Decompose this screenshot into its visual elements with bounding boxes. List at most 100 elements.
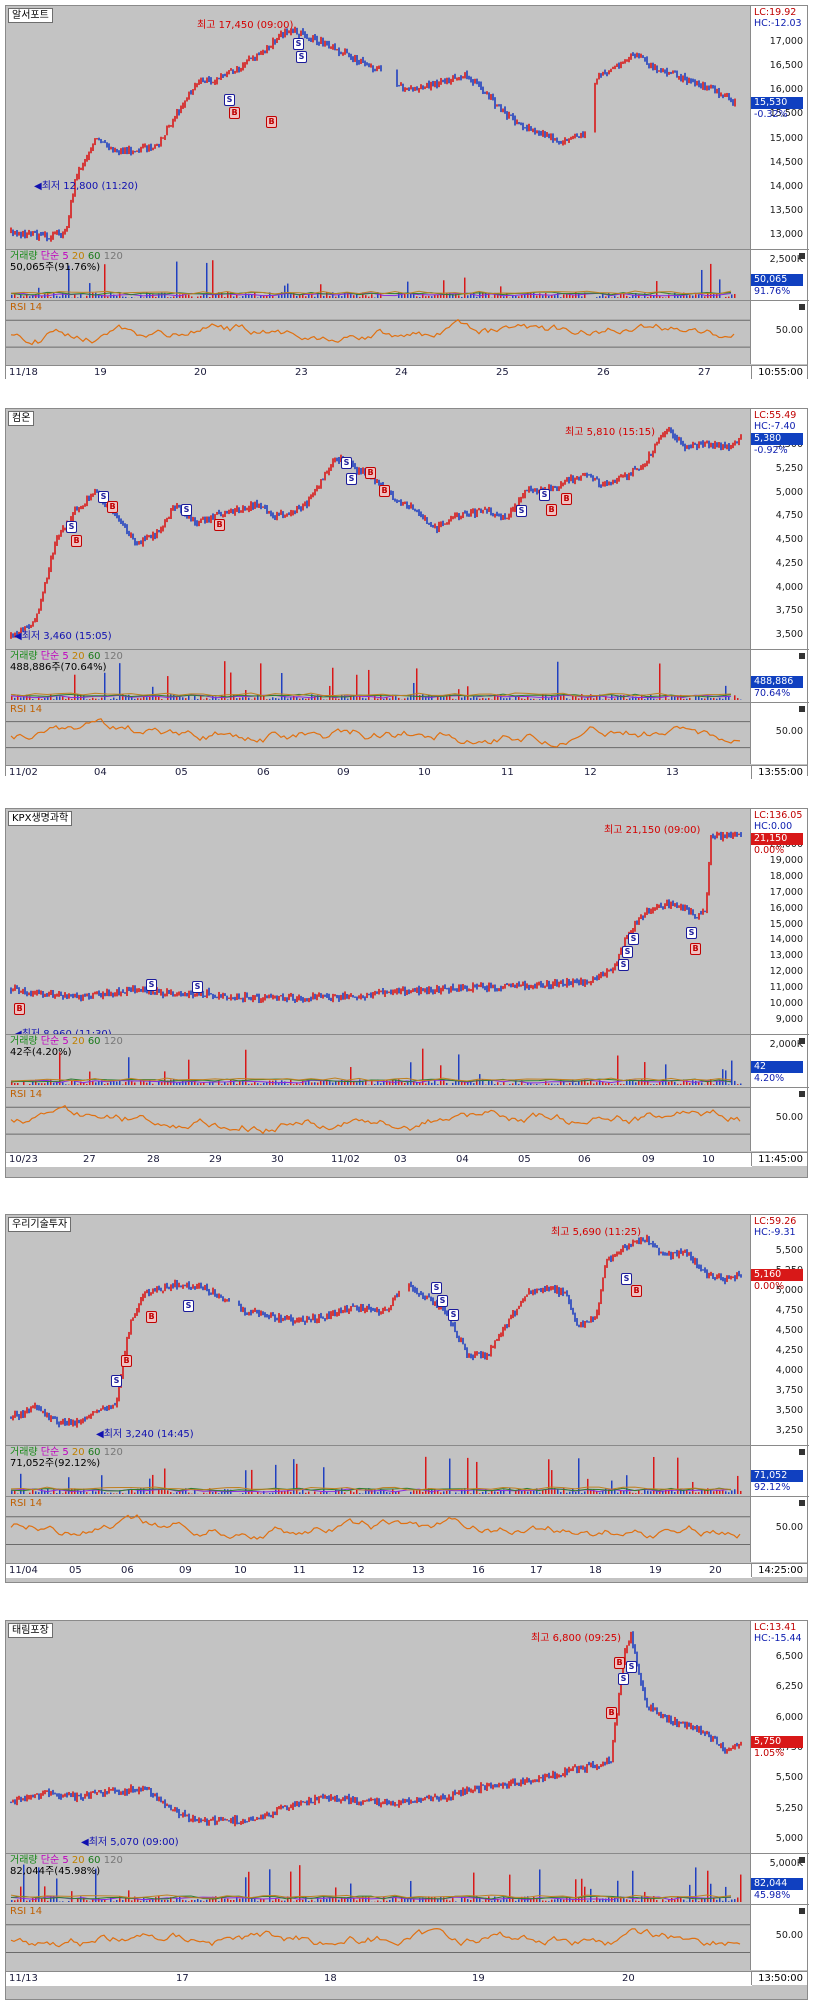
volume-bar [446,1082,448,1085]
volume-bar [188,1059,190,1085]
volume-bar [242,296,244,298]
pane-divider[interactable] [6,649,809,650]
rsi-axis[interactable]: 50.00 [750,1905,807,1970]
pane-maximize-icon[interactable] [799,1857,805,1863]
volume-bar [500,1900,502,1902]
volume-bar [317,1898,319,1902]
pane-maximize-icon[interactable] [799,1038,805,1044]
price-axis[interactable]: LC:136.05HC:0.0020,00019,00018,00017,000… [750,809,807,1034]
price-axis[interactable]: LC:55.49HC:-7.405,5005,2505,0004,7504,50… [750,409,807,649]
price-pane[interactable]: S B B S S S S S B 우리기술투자 최고 5,690 (11:25) ◀최저 3,240… [6,1215,752,1445]
volume-bar [89,699,91,700]
volume-bar [236,698,238,700]
volume-bar [311,1899,313,1902]
price-axis[interactable]: LC:19.92 HC:-12.03 17,000 16,500 16,000 15,50… [750,6,807,249]
pane-divider[interactable] [6,249,809,250]
volume-bar [548,1459,550,1494]
price-axis[interactable]: LC:59.26HC:-9.315,5005,2505,0004,7504,50… [750,1215,807,1445]
pane-divider[interactable] [6,1904,809,1905]
volume-bar [167,676,169,700]
pane-maximize-icon[interactable] [799,1908,805,1914]
rsi-axis[interactable]: 50.00 [750,301,807,364]
chart-panel-1[interactable]: S B B S S 알서포트 최고 17,450 (09:00) ◀최저 12,800 (11… [5,5,809,380]
sell-signal-icon: S [626,1661,637,1673]
volume-bar [110,1080,112,1085]
pane-maximize-icon[interactable] [799,706,805,712]
pane-divider[interactable] [6,1445,809,1446]
volume-bar [101,697,103,700]
pane-divider[interactable] [6,1496,809,1497]
volume-axis[interactable]: 71,052 92.12% [750,1446,807,1496]
pane-divider[interactable] [6,702,809,703]
pane-maximize-icon[interactable] [799,1091,805,1097]
volume-pane[interactable]: 거래량 단순 5 20 60 120 42주(4.20%) [6,1035,752,1087]
rsi-pane[interactable]: RSI 14 [6,1905,752,1970]
price-pane[interactable]: B S S B 태림포장 최고 6,800 (09:25) ◀최저 5,070 (09:00… [6,1621,752,1853]
volume-bar [605,296,607,298]
volume-bar [695,294,697,298]
pane-divider[interactable] [6,1087,809,1088]
pane-maximize-icon[interactable] [799,653,805,659]
pane-divider[interactable] [6,1034,809,1035]
sell-signal-icon: S [346,473,357,485]
volume-bar [419,1082,421,1085]
volume-bar [407,1898,409,1902]
volume-bar [446,1899,448,1902]
volume-axis[interactable]: 488,886 70.64% [750,650,807,702]
pane-divider[interactable] [6,1853,809,1854]
rsi-pane[interactable]: RSI 14 [6,1088,752,1151]
volume-axis[interactable]: 5,000K 82,044 45.98% [750,1854,807,1904]
volume-bar [707,695,709,700]
candlestick-chart [10,831,742,1004]
pane-maximize-icon[interactable] [799,304,805,310]
pane-maximize-icon[interactable] [799,253,805,259]
volume-bar [107,1493,109,1494]
buy-signal-icon: B [229,107,240,119]
volume-pane[interactable]: 거래량 단순 5 20 60 120 488,886주(70.64%) [6,650,752,702]
volume-bar [653,1456,655,1494]
buy-signal-icon: B [546,504,557,516]
volume-bar [356,1489,358,1494]
price-pane[interactable]: S B B S S 알서포트 최고 17,450 (09:00) ◀최저 12,800 (11… [6,6,752,249]
date-axis[interactable]: 11/13 17 18 19 20 [6,1971,752,1986]
volume-bar [152,686,154,700]
rsi-axis[interactable]: 50.00 [750,1497,807,1562]
volume-bar [41,699,43,700]
rsi-line-chart [6,1924,752,1954]
volume-bar [314,696,316,700]
rsi-pane[interactable]: RSI 14 [6,703,752,764]
date-axis[interactable]: 11/04 05 06 09 10 11 12 13 16 17 18 19 20 [6,1563,752,1578]
volume-bar [56,295,58,298]
volume-pane[interactable]: 거래량 단순 5 20 60 120 50,065주(91.76%) [6,250,752,300]
rsi-axis[interactable]: 50.00 [750,1088,807,1151]
pane-divider[interactable] [6,300,809,301]
date-axis[interactable]: 10/23 27 28 29 30 11/02 03 04 05 06 09 10 [6,1152,752,1167]
volume-pane[interactable]: 거래량 단순 5 20 60 120 82,044주(45.98%) [6,1854,752,1904]
date-axis[interactable]: 11/18 19 20 23 24 25 26 27 [6,365,752,380]
price-tick: 3,500 [775,629,803,640]
chart-panel-5[interactable]: B S S B 태림포장 최고 6,800 (09:25) ◀최저 5,070 (09:00… [5,1620,809,2000]
chart-panel-2[interactable]: S B S B S B S S B B S S B B 컴온 최고 5,810 (15:15) ◀최저 3,46… [5,408,809,780]
volume-bar [101,1899,103,1902]
volume-pane[interactable]: 거래량 단순 5 20 60 120 71,052주(92.12%) [6,1446,752,1496]
price-pane[interactable]: S B S B S B S S B B S S B B 컴온 최고 5,810 (15:15) ◀최저 3,46… [6,409,752,649]
pane-maximize-icon[interactable] [799,1500,805,1506]
volume-axis[interactable]: 2,500K 50,065 91.76% [750,250,807,300]
volume-bar [527,1491,529,1494]
rsi-axis[interactable]: 50.00 [750,703,807,764]
rsi-line [10,1514,741,1540]
sell-signal-icon: S [181,504,192,516]
volume-bar [248,1083,250,1085]
volume-bar [242,1493,244,1494]
rsi-pane[interactable]: RSI 14 [6,301,752,364]
rsi-pane[interactable]: RSI 14 [6,1497,752,1562]
date-axis[interactable]: 11/02 04 05 06 09 10 11 12 13 [6,765,752,780]
chart-panel-4[interactable]: S B B S S S S S B 우리기술투자 최고 5,690 (11:25) ◀최저 3,240… [5,1214,809,1583]
volume-axis[interactable]: 2,000K 42 4.20% [750,1035,807,1087]
pane-maximize-icon[interactable] [799,1449,805,1455]
volume-bar [263,1490,265,1494]
volume-bar [545,1489,547,1494]
